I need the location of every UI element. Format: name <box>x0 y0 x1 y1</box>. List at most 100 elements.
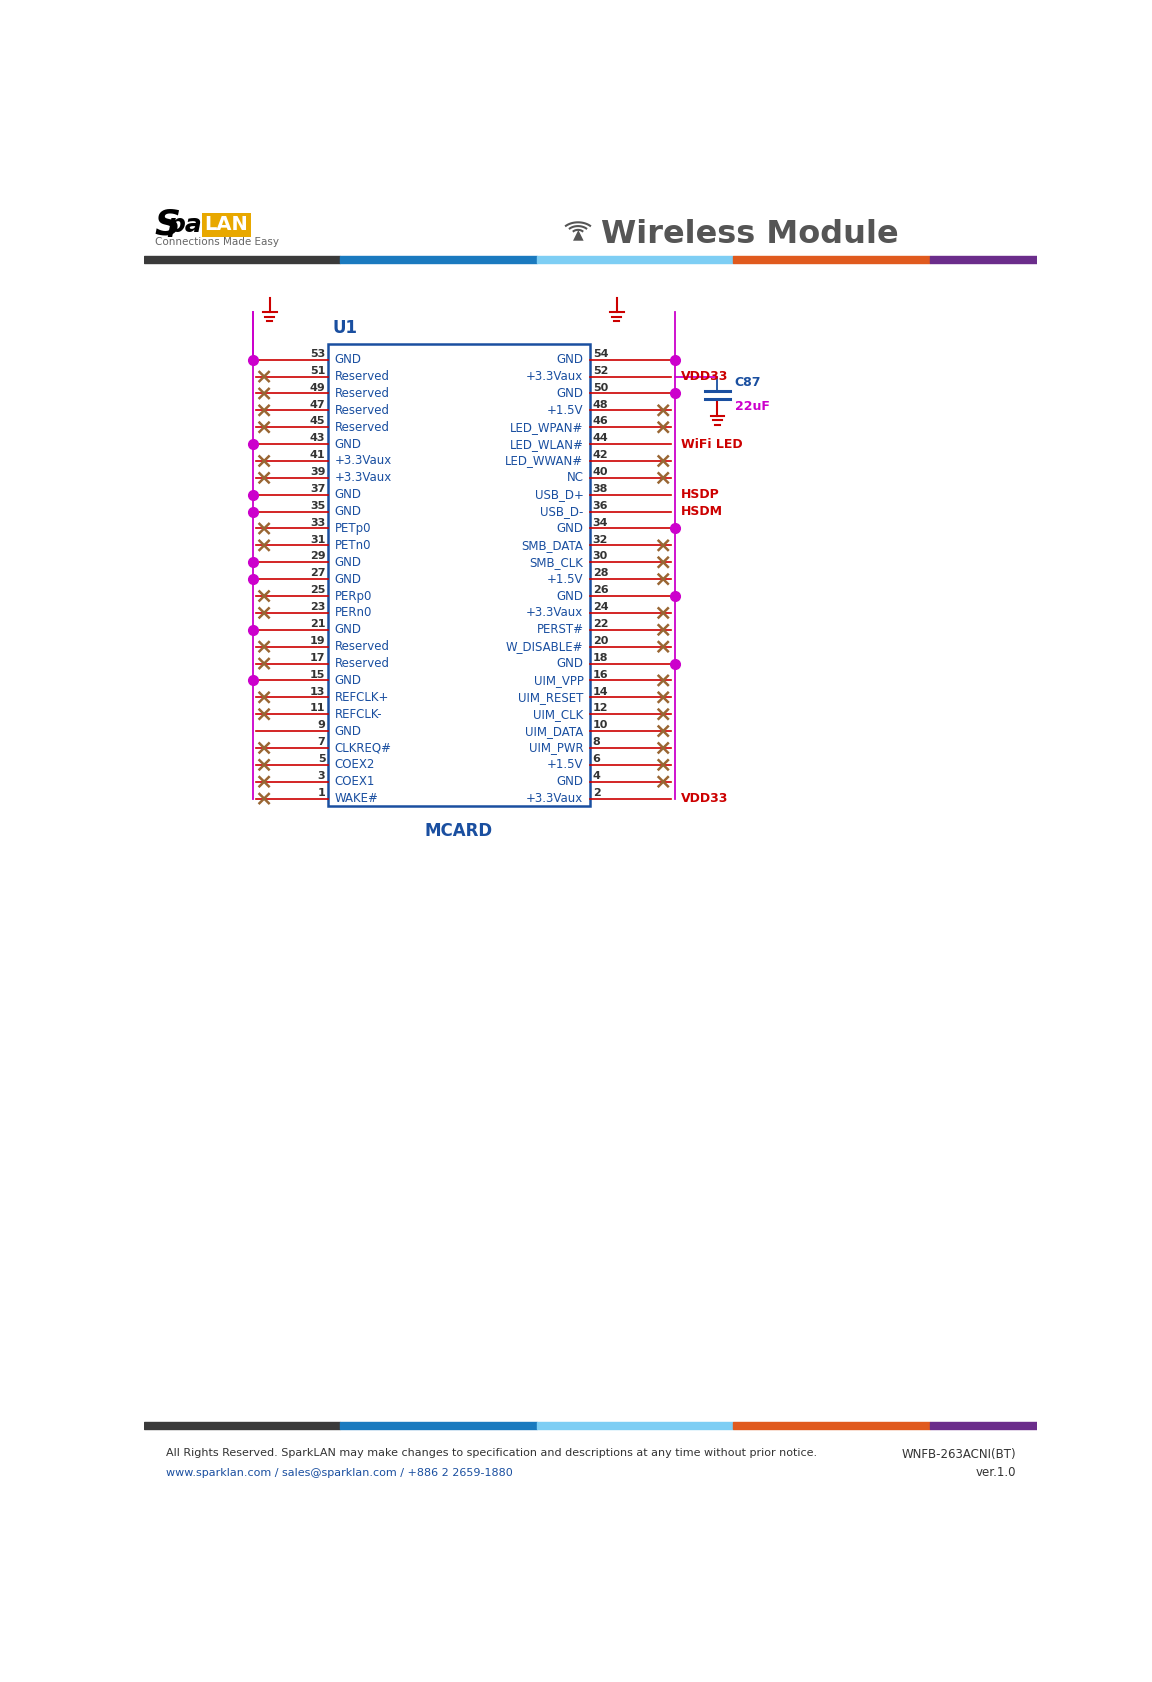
Text: 13: 13 <box>310 686 325 696</box>
Text: park: park <box>167 214 232 237</box>
Text: 37: 37 <box>310 484 325 495</box>
Text: LED_WLAN#: LED_WLAN# <box>509 437 583 451</box>
Text: Reserved: Reserved <box>334 404 389 417</box>
Text: +3.3Vaux: +3.3Vaux <box>526 792 583 806</box>
Text: 30: 30 <box>593 552 608 562</box>
Text: 49: 49 <box>310 383 325 392</box>
Text: VDD33: VDD33 <box>681 792 728 806</box>
Text: 20: 20 <box>593 636 608 646</box>
Bar <box>144 256 340 262</box>
Text: 3: 3 <box>318 770 325 780</box>
Text: 54: 54 <box>593 348 608 358</box>
Text: U1: U1 <box>332 318 357 336</box>
Text: 46: 46 <box>593 417 608 427</box>
Text: USB_D+: USB_D+ <box>535 488 583 501</box>
Text: 44: 44 <box>593 434 608 444</box>
Text: www.sparklan.com / sales@sparklan.com / +886 2 2659-1880: www.sparklan.com / sales@sparklan.com / … <box>166 1468 513 1478</box>
Text: 10: 10 <box>593 720 608 730</box>
Bar <box>930 256 1037 262</box>
Text: 28: 28 <box>593 569 608 579</box>
Text: 31: 31 <box>310 535 325 545</box>
Text: GND: GND <box>334 353 362 367</box>
Text: ▲: ▲ <box>573 227 583 241</box>
Text: PERp0: PERp0 <box>334 589 372 602</box>
Text: +3.3Vaux: +3.3Vaux <box>526 370 583 383</box>
Text: 18: 18 <box>593 653 608 663</box>
Bar <box>733 256 930 262</box>
Text: 47: 47 <box>310 400 325 409</box>
Text: 36: 36 <box>593 501 608 511</box>
Text: +3.3Vaux: +3.3Vaux <box>334 471 392 484</box>
Text: +3.3Vaux: +3.3Vaux <box>334 454 392 468</box>
Text: REFCLK+: REFCLK+ <box>334 691 389 703</box>
Text: 6: 6 <box>593 754 600 764</box>
Text: 26: 26 <box>593 585 608 595</box>
Text: COEX2: COEX2 <box>334 759 376 772</box>
Text: 4: 4 <box>593 770 600 780</box>
Text: WAKE#: WAKE# <box>334 792 379 806</box>
Text: WNFB-263ACNI(BT): WNFB-263ACNI(BT) <box>901 1448 1016 1460</box>
Text: LED_WPAN#: LED_WPAN# <box>510 420 583 434</box>
Text: +1.5V: +1.5V <box>547 572 583 585</box>
Text: VDD33: VDD33 <box>681 370 728 383</box>
Text: 9: 9 <box>318 720 325 730</box>
Text: GND: GND <box>556 521 583 535</box>
Text: GND: GND <box>556 353 583 367</box>
Text: 15: 15 <box>310 669 325 680</box>
Text: Reserved: Reserved <box>334 420 389 434</box>
Text: 5: 5 <box>318 754 325 764</box>
Bar <box>733 1423 930 1430</box>
Text: 27: 27 <box>310 569 325 579</box>
Text: PERST#: PERST# <box>537 624 583 636</box>
Text: ver.1.0: ver.1.0 <box>976 1467 1016 1478</box>
Bar <box>144 1423 340 1430</box>
Text: All Rights Reserved. SparkLAN may make changes to specification and descriptions: All Rights Reserved. SparkLAN may make c… <box>166 1448 817 1458</box>
Text: Reserved: Reserved <box>334 641 389 653</box>
Text: 52: 52 <box>593 365 608 375</box>
Text: 21: 21 <box>310 619 325 629</box>
Text: 1: 1 <box>318 787 325 797</box>
Text: 19: 19 <box>310 636 325 646</box>
Text: 14: 14 <box>593 686 608 696</box>
Text: UIM_PWR: UIM_PWR <box>529 742 583 755</box>
Text: GND: GND <box>556 387 583 400</box>
Text: 8: 8 <box>593 737 600 747</box>
Text: UIM_DATA: UIM_DATA <box>525 725 583 738</box>
Bar <box>930 1423 1037 1430</box>
Text: Wireless Module: Wireless Module <box>601 219 899 249</box>
Text: GND: GND <box>334 555 362 569</box>
Text: 24: 24 <box>593 602 608 612</box>
Text: UIM_RESET: UIM_RESET <box>518 691 583 703</box>
Text: UIM_VPP: UIM_VPP <box>533 674 583 686</box>
Bar <box>537 1423 733 1430</box>
Text: PETp0: PETp0 <box>334 521 371 535</box>
Text: GND: GND <box>334 674 362 686</box>
Text: LED_WWAN#: LED_WWAN# <box>506 454 583 468</box>
Text: UIM_CLK: UIM_CLK <box>533 708 583 720</box>
Bar <box>340 256 537 262</box>
Text: 23: 23 <box>310 602 325 612</box>
Bar <box>537 256 733 262</box>
Text: W_DISABLE#: W_DISABLE# <box>506 641 583 653</box>
Text: PETn0: PETn0 <box>334 538 371 552</box>
Text: 33: 33 <box>310 518 325 528</box>
Text: GND: GND <box>334 505 362 518</box>
Text: 25: 25 <box>310 585 325 595</box>
Text: HSDM: HSDM <box>681 505 723 518</box>
Text: S: S <box>154 209 181 242</box>
Text: MCARD: MCARD <box>425 822 493 839</box>
Text: PERn0: PERn0 <box>334 607 372 619</box>
Text: GND: GND <box>556 775 583 789</box>
Text: 22uF: 22uF <box>735 400 770 414</box>
Text: GND: GND <box>334 624 362 636</box>
Text: SMB_DATA: SMB_DATA <box>522 538 583 552</box>
Text: GND: GND <box>334 488 362 501</box>
Text: GND: GND <box>334 725 362 738</box>
Text: HSDP: HSDP <box>681 488 720 501</box>
Text: 50: 50 <box>593 383 608 392</box>
Text: 22: 22 <box>593 619 608 629</box>
Text: GND: GND <box>334 572 362 585</box>
Text: 2: 2 <box>593 787 600 797</box>
Text: LAN: LAN <box>204 215 248 234</box>
Text: SMB_CLK: SMB_CLK <box>530 555 583 569</box>
